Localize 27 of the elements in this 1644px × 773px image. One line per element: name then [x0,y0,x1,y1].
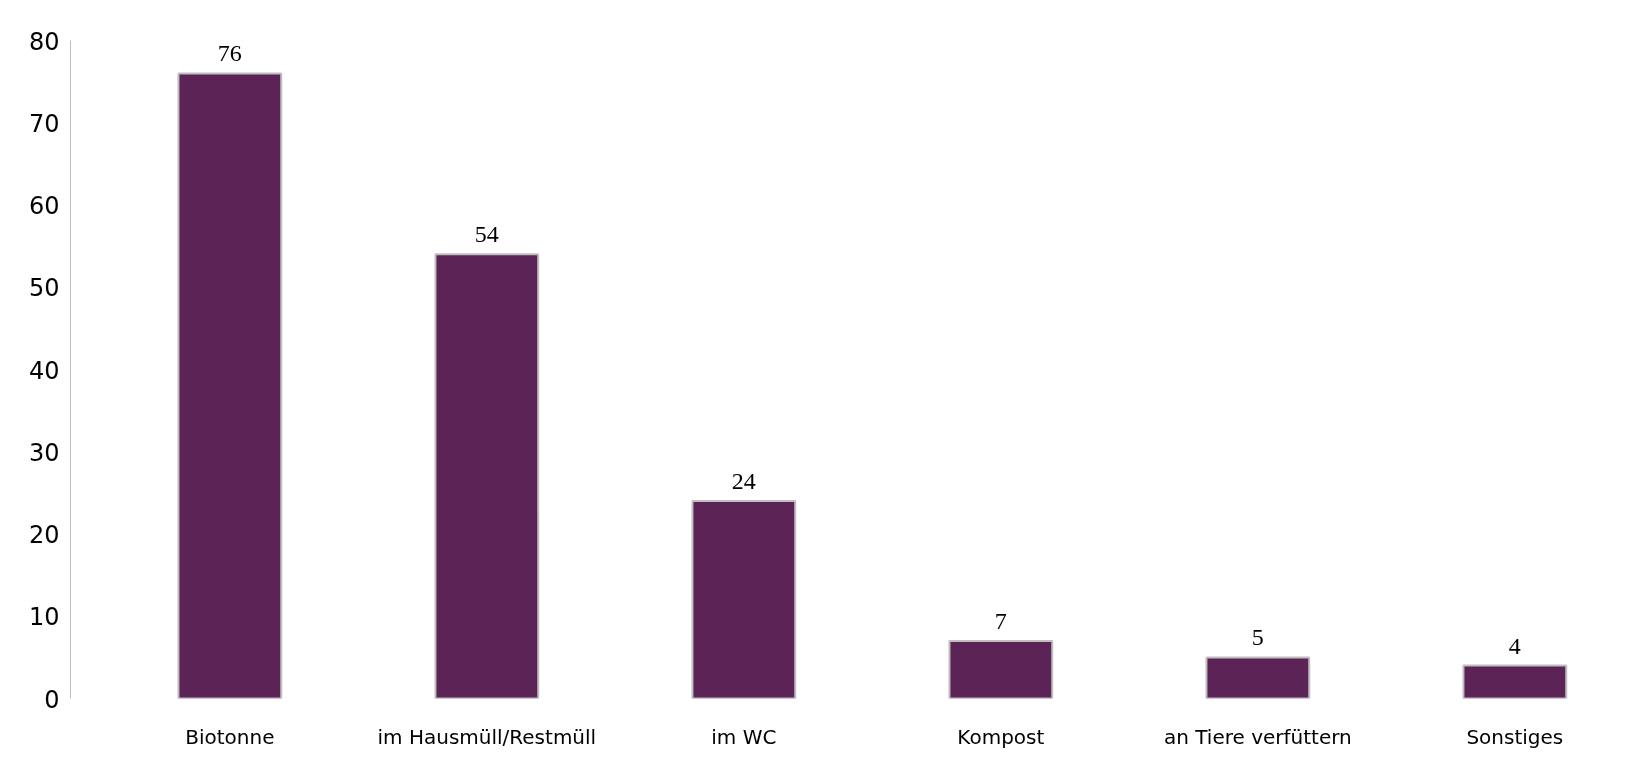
x-tick-label: Biotonne [185,724,275,749]
x-tick-label: Kompost [957,724,1045,749]
y-tick-label: 30 [28,438,60,467]
y-tick-label: 10 [28,603,60,632]
data-label: 5 [1251,624,1264,651]
y-tick-label: 20 [28,521,60,549]
y-tick-label: 40 [28,356,60,385]
bar [1205,656,1311,699]
bar [177,72,283,699]
bar [1462,664,1568,699]
x-tick-label: Sonstiges [1466,724,1564,749]
data-label: 76 [217,40,242,67]
y-tick-label: 50 [28,274,60,303]
x-tick-label: im WC [711,724,777,749]
data-label: 24 [731,468,756,495]
y-tick-label: 0 [44,685,60,714]
bar [948,639,1054,699]
y-tick-label: 60 [28,192,60,220]
data-label: 7 [994,607,1007,634]
data-label: 4 [1508,632,1521,659]
bar [691,500,797,699]
data-label: 54 [474,221,499,248]
bar [434,253,540,699]
x-tick-label: an Tiere verfüttern [1163,724,1352,749]
y-tick-label: 70 [28,109,60,138]
x-tick-label: im Hausmüll/Restmüll [377,724,597,749]
y-tick-label: 80 [28,27,60,56]
